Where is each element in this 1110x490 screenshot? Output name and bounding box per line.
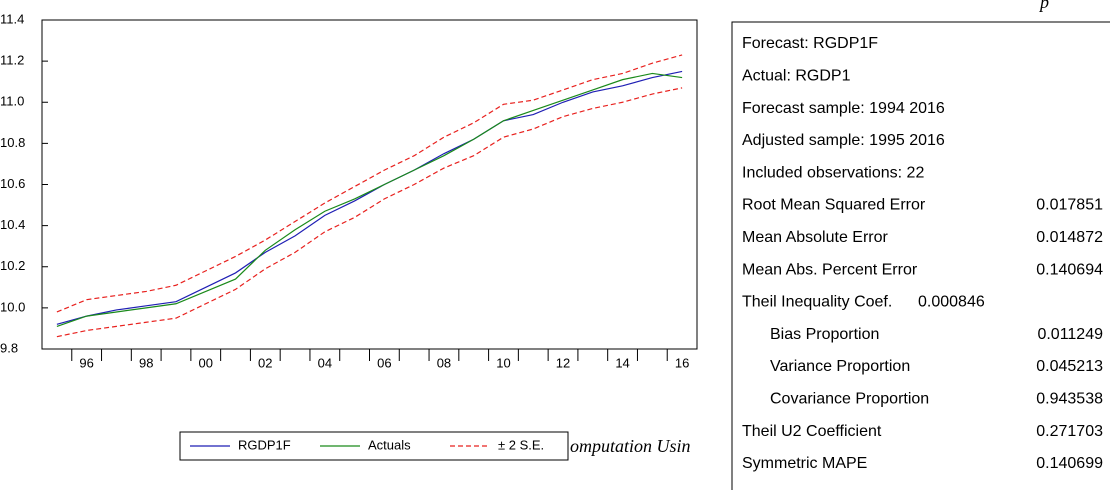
stat-label: Actual: RGDP1 <box>742 68 851 85</box>
stat-label: Root Mean Squared Error <box>742 197 926 214</box>
stat-value: 0.943538 <box>1036 391 1103 408</box>
x-tick-label: 00 <box>199 355 213 370</box>
legend-label: ± 2 S.E. <box>498 437 544 452</box>
legend-box <box>179 431 569 461</box>
x-tick-label: 08 <box>437 355 451 370</box>
y-tick-label: 10.8 <box>0 135 25 150</box>
legend-label: Actuals <box>368 437 411 452</box>
x-tick-label: 96 <box>79 355 93 370</box>
stat-value: 0.000846 <box>918 294 985 311</box>
stat-label: Covariance Proportion <box>770 391 929 408</box>
stat-label: Theil U2 Coefficient <box>742 423 882 440</box>
plot-frame <box>41 19 698 350</box>
stat-value: 0.011249 <box>1037 326 1103 343</box>
x-tick-label: 16 <box>675 355 689 370</box>
stat-value: 0.017851 <box>1036 197 1103 214</box>
x-tick-label: 06 <box>377 355 391 370</box>
x-tick-label: 10 <box>496 355 510 370</box>
x-tick-label: 02 <box>258 355 272 370</box>
x-tick-label: 12 <box>556 355 570 370</box>
y-tick-label: 11.0 <box>0 94 24 109</box>
heading-fragment: p <box>1038 0 1049 12</box>
series-line <box>56 87 683 338</box>
series-line <box>56 72 683 327</box>
stat-value: 0.140699 <box>1036 455 1103 472</box>
stat-label: Forecast: RGDP1F <box>742 35 878 52</box>
stat-label: Symmetric MAPE <box>742 455 867 472</box>
stat-label: Theil Inequality Coef. <box>742 294 892 311</box>
y-tick-label: 9.8 <box>0 340 18 355</box>
y-tick-label: 11.4 <box>0 11 24 26</box>
series-line <box>56 70 683 325</box>
y-tick-label: 10.2 <box>0 258 25 273</box>
stat-label: Mean Absolute Error <box>742 229 889 246</box>
stat-value: 0.140694 <box>1036 261 1103 278</box>
stat-label: Adjusted sample: 1995 2016 <box>742 132 945 149</box>
stat-label: Forecast sample: 1994 2016 <box>742 100 945 117</box>
stats-box <box>731 21 1110 490</box>
series-line <box>56 54 683 313</box>
stat-value: 0.014872 <box>1036 229 1103 246</box>
x-tick-label: 14 <box>615 355 629 370</box>
y-tick-label: 10.0 <box>0 299 25 314</box>
y-tick-label: 10.6 <box>0 176 25 191</box>
y-tick-label: 10.4 <box>0 217 25 232</box>
legend-label: RGDP1F <box>238 437 291 452</box>
y-tick-label: 11.2 <box>0 53 24 68</box>
stat-value: 0.045213 <box>1036 358 1103 375</box>
stat-label: Included observations: 22 <box>742 164 924 181</box>
stat-value: 0.271703 <box>1036 423 1103 440</box>
stat-label: Bias Proportion <box>770 326 879 343</box>
caption-fragment: omputation Usin <box>570 436 691 456</box>
stat-label: Variance Proportion <box>770 358 910 375</box>
x-tick-label: 98 <box>139 355 153 370</box>
x-tick-label: 04 <box>318 355 332 370</box>
stat-label: Mean Abs. Percent Error <box>742 261 918 278</box>
